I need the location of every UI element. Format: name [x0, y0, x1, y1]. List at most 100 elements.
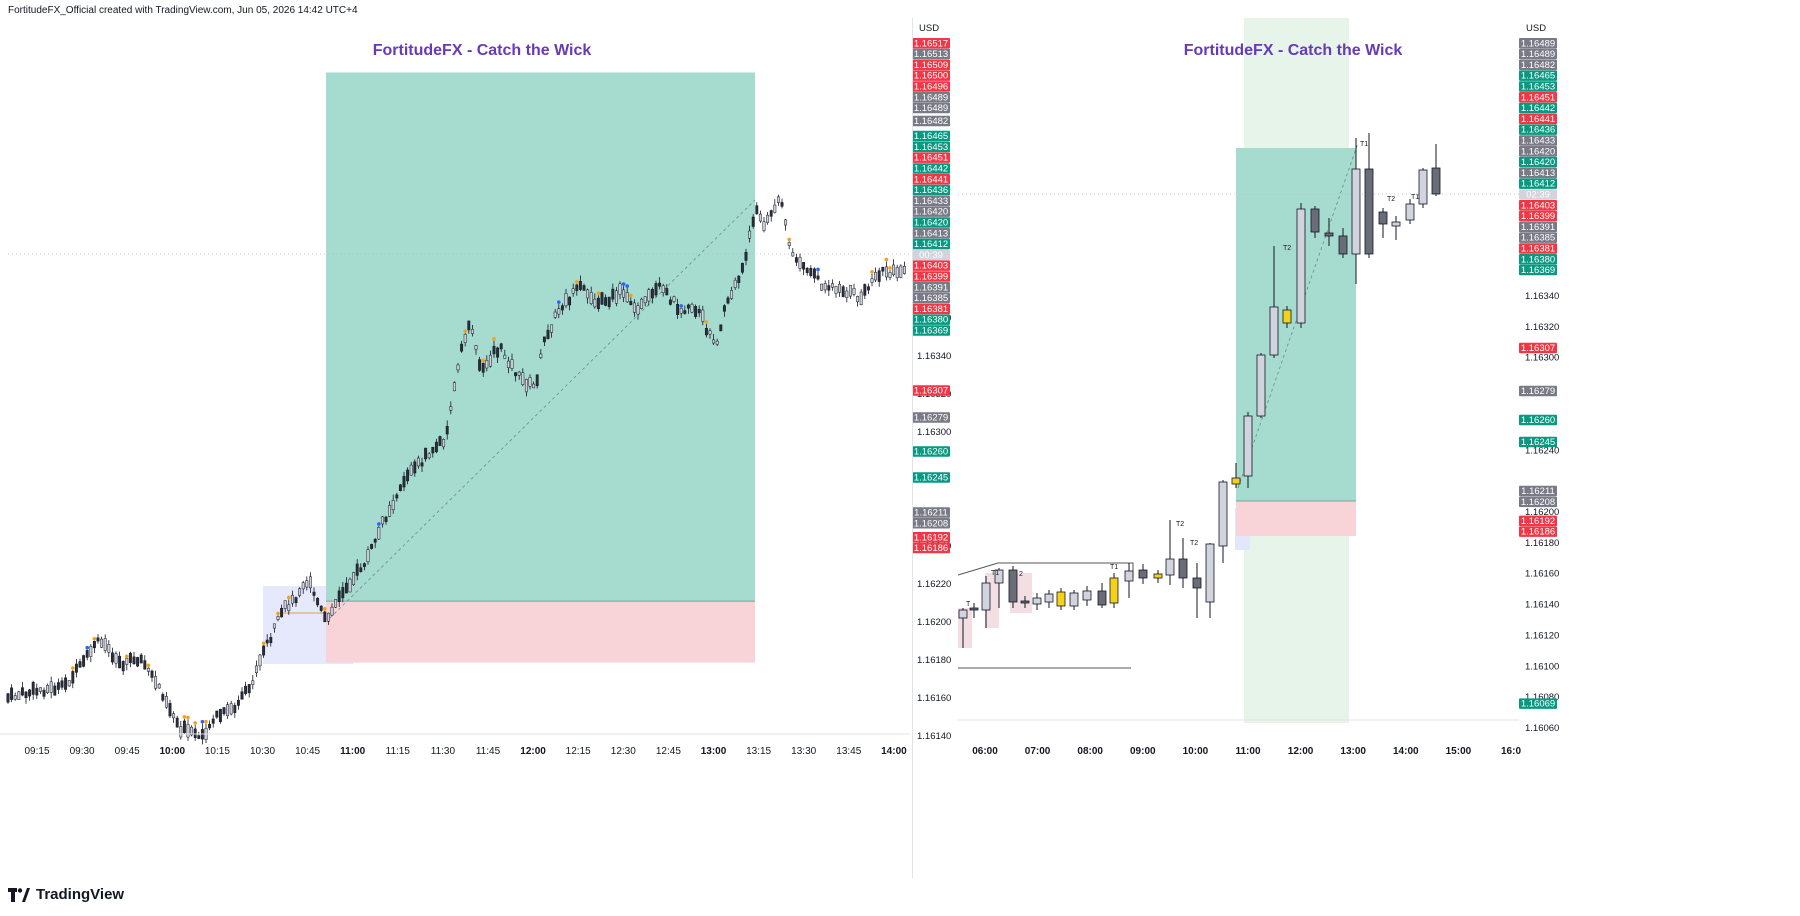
left-price-label: 1.16208: [912, 518, 950, 529]
left-candle: [114, 653, 118, 664]
svg-text:1.16489: 1.16489: [914, 103, 948, 114]
right-y-tick-label: 1.16140: [1525, 600, 1559, 611]
left-candle: [884, 266, 888, 278]
left-candle: [737, 275, 741, 283]
left-candle: [794, 257, 798, 263]
tradingview-brand[interactable]: TradingView: [8, 886, 124, 903]
left-candle: [398, 484, 402, 491]
left-candle: [506, 360, 510, 369]
left-x-tick-label: 09:30: [70, 746, 95, 757]
left-candle: [866, 286, 870, 291]
svg-text:1.16500: 1.16500: [914, 71, 948, 82]
left-candle: [449, 406, 453, 411]
left-candle: [463, 334, 467, 343]
left-price-label: 1.16482: [912, 115, 950, 127]
left-candle: [330, 606, 334, 616]
svg-text:1.16442: 1.16442: [914, 164, 948, 175]
left-candle: [856, 296, 860, 303]
right-x-tick-label: 14:00: [1393, 746, 1419, 757]
left-candle: [632, 302, 636, 313]
left-signal-dot: [679, 304, 683, 308]
left-price-label: 1.16385: [912, 292, 950, 304]
left-signal-dot: [481, 358, 486, 363]
left-candle: [722, 305, 726, 312]
left-candle: [560, 305, 564, 311]
left-candle: [24, 691, 28, 699]
left-candle: [474, 345, 478, 350]
right-candle: [1056, 591, 1066, 607]
left-chart-panel[interactable]: 1.163601.163401.163201.163001.162401.162…: [0, 18, 960, 873]
right-x-tick-label: 15:00: [1446, 746, 1472, 757]
left-candle: [690, 303, 694, 313]
left-price-label: 1.16381: [912, 303, 950, 315]
left-candle: [96, 637, 100, 642]
left-candle: [874, 271, 878, 281]
svg-text:1.16436: 1.16436: [1521, 125, 1555, 136]
svg-text:1.16279: 1.16279: [1521, 386, 1555, 397]
right-price-label: 1.16069: [1519, 698, 1557, 710]
left-candle: [510, 359, 514, 369]
left-candle: [168, 703, 172, 717]
left-candle: [816, 275, 820, 280]
left-candle: [182, 720, 186, 734]
left-signal-dot: [621, 282, 626, 286]
left-candle: [143, 660, 147, 670]
left-candle: [247, 684, 251, 694]
left-candle: [107, 644, 111, 653]
left-candle: [319, 605, 323, 611]
right-y-tick-label: 1.16160: [1525, 569, 1559, 580]
right-currency-label: USD: [1526, 23, 1546, 34]
right-candle: [994, 569, 1004, 584]
left-candle: [654, 283, 658, 296]
left-signal-dot: [204, 719, 208, 724]
left-x-tick-label: 13:00: [701, 746, 727, 757]
svg-text:1.16279: 1.16279: [914, 413, 948, 424]
left-candle: [888, 272, 892, 278]
left-y-tick-label: 1.16220: [917, 579, 951, 590]
left-candle: [546, 329, 550, 340]
svg-text:1.16245: 1.16245: [1521, 437, 1555, 448]
left-candle: [564, 293, 568, 306]
left-candle: [899, 265, 903, 278]
right-candle: [1431, 167, 1441, 195]
left-signal-dot: [92, 636, 97, 641]
left-candle: [298, 588, 302, 596]
right-candle: [981, 582, 991, 611]
left-candle: [431, 446, 435, 454]
right-price-label: 1.16385: [1519, 232, 1557, 244]
svg-text:1.16369: 1.16369: [1521, 265, 1555, 276]
left-stop-zone: [326, 601, 755, 663]
right-chart-panel[interactable]: T T1 2 T1 T2 T2 T2 T1 T2 T1 1.16340 1.16320 1.16300…: [913, 18, 1800, 873]
left-price-label: 1.16413: [912, 228, 950, 239]
left-candle: [46, 684, 50, 693]
left-candle: [841, 286, 845, 298]
right-price-label: 1.16489: [1519, 48, 1557, 60]
left-candle: [344, 582, 348, 594]
left-candle: [355, 563, 359, 576]
left-candle: [877, 270, 881, 282]
left-candle: [139, 654, 143, 664]
left-candle: [629, 301, 633, 305]
left-chart-svg[interactable]: 1.163601.163401.163201.163001.162401.162…: [0, 18, 960, 873]
right-x-tick-label: 08:00: [1077, 746, 1103, 757]
left-candle: [10, 687, 14, 700]
left-candle: [481, 363, 485, 373]
svg-text:1.16399: 1.16399: [914, 272, 948, 283]
svg-text:1.16186: 1.16186: [1521, 527, 1555, 538]
right-candle: [1032, 597, 1042, 605]
left-signal-dot: [787, 237, 791, 242]
left-price-label: 1.16260: [912, 446, 950, 458]
left-candle: [64, 677, 68, 690]
svg-text:1.16260: 1.16260: [914, 447, 948, 458]
left-candle: [557, 308, 561, 315]
left-x-tick-label: 10:30: [250, 746, 275, 757]
right-candle: [1178, 558, 1188, 579]
left-candle: [517, 371, 521, 376]
left-candle: [881, 266, 885, 272]
right-price-label: 1.16433: [1519, 135, 1557, 147]
right-chart-svg[interactable]: T T1 2 T1 T2 T2 T2 T1 T2 T1 1.16340 1.16320 1.16300…: [913, 18, 1800, 873]
right-range-line: [957, 562, 1134, 578]
left-candle: [60, 680, 64, 688]
left-candle: [755, 205, 759, 215]
left-candle: [305, 580, 309, 588]
